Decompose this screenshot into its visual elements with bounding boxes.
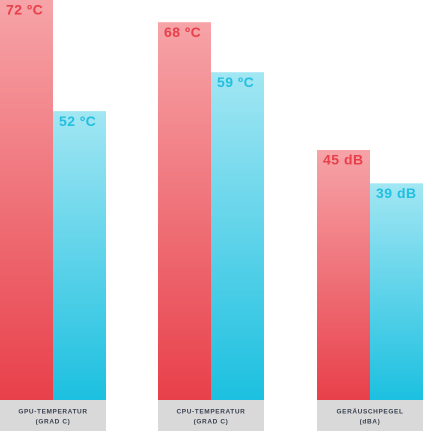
category-box bbox=[317, 400, 423, 431]
bar bbox=[211, 72, 264, 400]
category-box bbox=[158, 400, 264, 431]
x-tick-label: (dBA) bbox=[360, 419, 381, 426]
value-label: 52 ºC bbox=[59, 113, 96, 129]
value-label: 45 dB bbox=[323, 152, 364, 168]
value-label: 72 ºC bbox=[6, 2, 43, 18]
category-box bbox=[0, 400, 106, 431]
bar bbox=[53, 111, 106, 400]
x-tick-label: GERÄUSCHPEGEL bbox=[336, 408, 403, 416]
x-tick-label: GPU-TEMPERATUR bbox=[18, 409, 87, 416]
bar bbox=[0, 0, 53, 400]
bar bbox=[317, 150, 370, 400]
value-label: 59 ºC bbox=[217, 74, 254, 90]
bar bbox=[158, 22, 211, 400]
bar bbox=[370, 183, 423, 400]
x-tick-label: (GRAD C) bbox=[194, 419, 229, 426]
value-label: 39 dB bbox=[376, 185, 417, 201]
x-tick-label: CPU-TEMPERATUR bbox=[177, 409, 246, 416]
value-label: 68 ºC bbox=[164, 24, 201, 40]
x-tick-label: (GRAD C) bbox=[36, 419, 71, 426]
